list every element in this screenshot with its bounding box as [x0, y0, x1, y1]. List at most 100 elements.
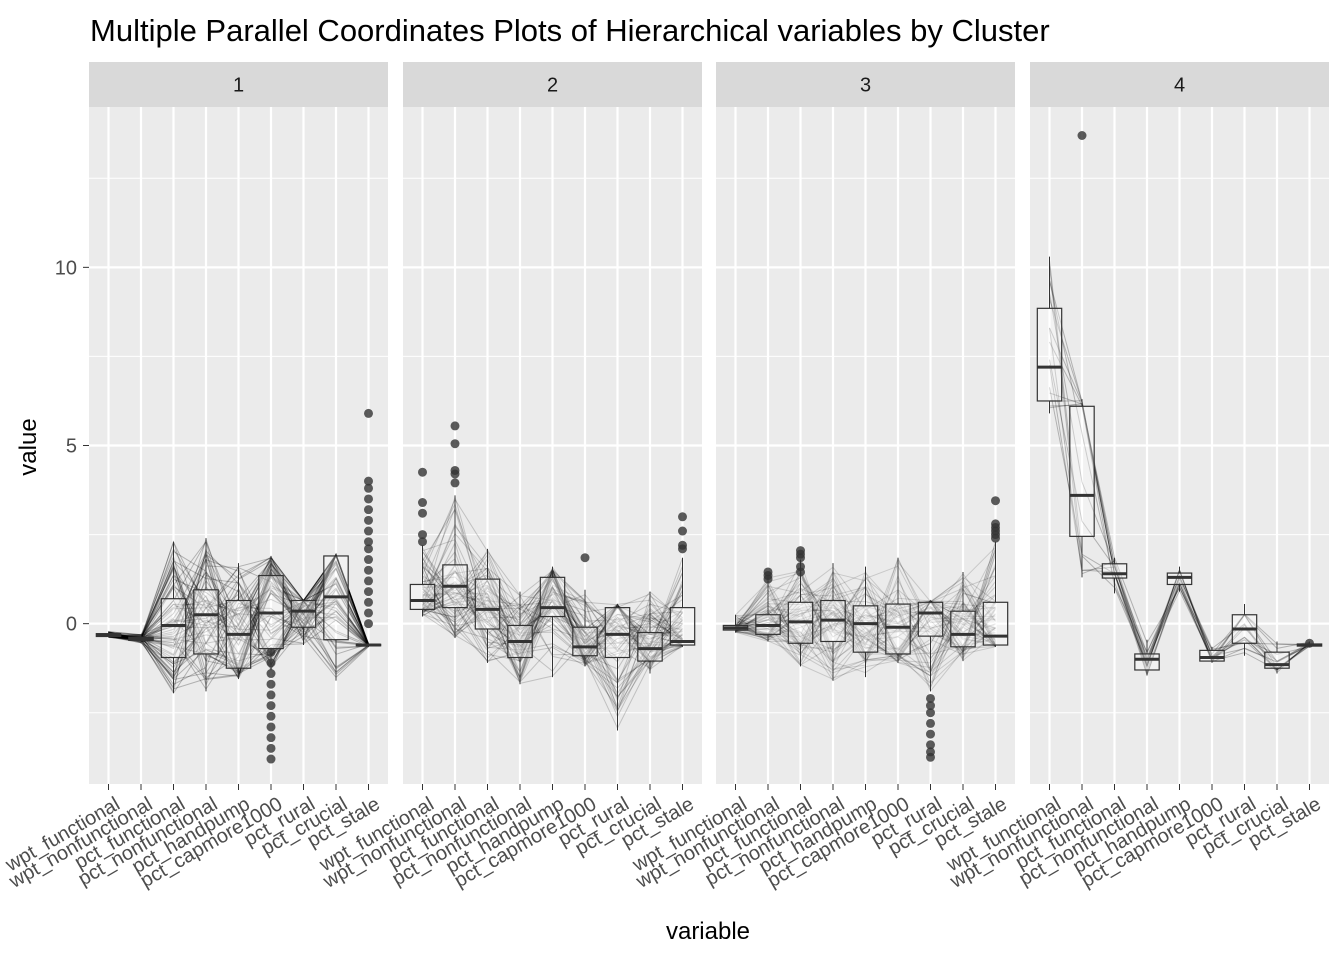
boxplot-pct_stale	[669, 512, 696, 647]
box	[1134, 653, 1160, 671]
boxplot-pct_stale	[355, 408, 382, 647]
parallel-line	[422, 591, 683, 659]
boxplot-pct_rural	[917, 600, 944, 762]
parallel-line	[422, 522, 683, 645]
boxplot-pct_nonfunctional	[1134, 639, 1160, 676]
parallel-line	[422, 601, 683, 655]
parallel-line	[422, 583, 683, 652]
boxplot-pct_nonfunctional	[507, 591, 533, 685]
outlier-point	[1077, 131, 1087, 141]
box	[917, 601, 944, 637]
parallel-line	[422, 564, 683, 659]
outlier-point	[926, 718, 935, 728]
parallel-line	[735, 578, 996, 673]
boxplot-wpt_functional	[1036, 256, 1063, 414]
outlier-point	[418, 530, 427, 540]
y-axis-title: value	[15, 418, 42, 475]
outlier-point	[763, 574, 773, 584]
outlier-point	[926, 740, 935, 750]
outlier-point	[364, 608, 373, 618]
parallel-line	[108, 555, 369, 673]
outlier-point	[926, 701, 935, 711]
y-tick-label: 10	[55, 257, 77, 279]
box	[1199, 649, 1225, 662]
facet-panel-2: 2wpt_functionalwpt_nonfunctionalpct_func…	[315, 62, 702, 893]
boxplot-pct_functional	[160, 541, 187, 694]
parallel-line	[735, 566, 996, 677]
outlier-point	[364, 505, 373, 515]
box	[1036, 307, 1063, 402]
boxplot-wpt_nonfunctional	[755, 567, 781, 642]
outlier-point	[796, 567, 805, 577]
parallel-line	[735, 602, 996, 673]
facet-strip-label: 2	[547, 75, 558, 97]
parallel-line	[422, 525, 683, 712]
boxplot-pct_functional	[787, 546, 814, 667]
parallel-line	[735, 587, 996, 643]
parallel-line	[108, 559, 369, 657]
parallel-line	[108, 583, 369, 646]
parallel-line	[108, 568, 369, 687]
parallel-line	[422, 576, 683, 645]
parallel-line	[735, 594, 996, 657]
parallel-line	[422, 565, 683, 703]
parallel-line	[735, 582, 996, 655]
outlier-point	[418, 508, 427, 518]
outlier-point	[678, 526, 687, 536]
parallel-line	[735, 550, 996, 627]
parallel-line	[108, 558, 369, 676]
outlier-point	[926, 708, 935, 718]
outlier-point	[364, 526, 373, 536]
outlier-point	[266, 754, 276, 764]
box	[290, 599, 317, 628]
outlier-point	[364, 576, 373, 586]
chart-title: Multiple Parallel Coordinates Plots of H…	[90, 13, 1050, 48]
box	[160, 598, 187, 659]
parallel-line	[422, 584, 683, 673]
outlier-point	[364, 544, 373, 554]
outlier-point	[364, 537, 373, 547]
boxplot-pct_rural	[604, 604, 631, 731]
parallel-line	[735, 542, 996, 684]
outlier-point	[991, 533, 1000, 543]
boxplot-pct_handpump	[539, 566, 566, 678]
outlier-point	[580, 553, 590, 563]
parallel-line	[108, 554, 369, 680]
parallel-line	[422, 585, 683, 684]
parallel-line	[108, 554, 369, 695]
parallel-line	[422, 565, 683, 665]
boxplot-wpt_nonfunctional	[1069, 131, 1095, 578]
boxplot-pct_capmore1000	[572, 553, 598, 667]
parallel-line	[108, 547, 369, 646]
parallel-line	[735, 593, 996, 651]
parallel-line	[735, 577, 996, 633]
boxplot-pct_rural	[1231, 604, 1258, 656]
boxplot-pct_functional	[474, 548, 501, 663]
outlier-point	[418, 467, 427, 477]
outlier-point	[364, 555, 373, 565]
outlier-point	[266, 690, 276, 700]
outlier-point	[364, 515, 373, 525]
parallel-line	[422, 551, 683, 712]
parallel-line	[108, 563, 369, 681]
box	[885, 603, 911, 655]
boxplot-wpt_functional	[95, 631, 122, 638]
facet-panels: 1wpt_functionalwpt_nonfunctionalpct_func…	[1, 62, 1329, 893]
boxplot-pct_nonfunctional	[820, 563, 846, 681]
parallel-line	[422, 585, 683, 667]
facet-strip	[716, 62, 1015, 107]
facet-strip	[403, 62, 702, 107]
facet-panel-3: 3wpt_functionalwpt_nonfunctionalpct_func…	[628, 62, 1015, 893]
outlier-point	[266, 701, 276, 711]
outlier-point	[450, 469, 460, 479]
parallel-line	[108, 567, 369, 669]
outlier-point	[796, 553, 805, 563]
parallel-line	[735, 602, 996, 672]
parallel-line	[422, 586, 683, 664]
parallel-line	[422, 539, 683, 682]
boxplot-pct_capmore1000	[258, 555, 284, 764]
boxplot-pct_handpump	[1166, 566, 1193, 592]
box	[1069, 405, 1095, 537]
boxplot-pct_capmore1000	[885, 557, 911, 663]
